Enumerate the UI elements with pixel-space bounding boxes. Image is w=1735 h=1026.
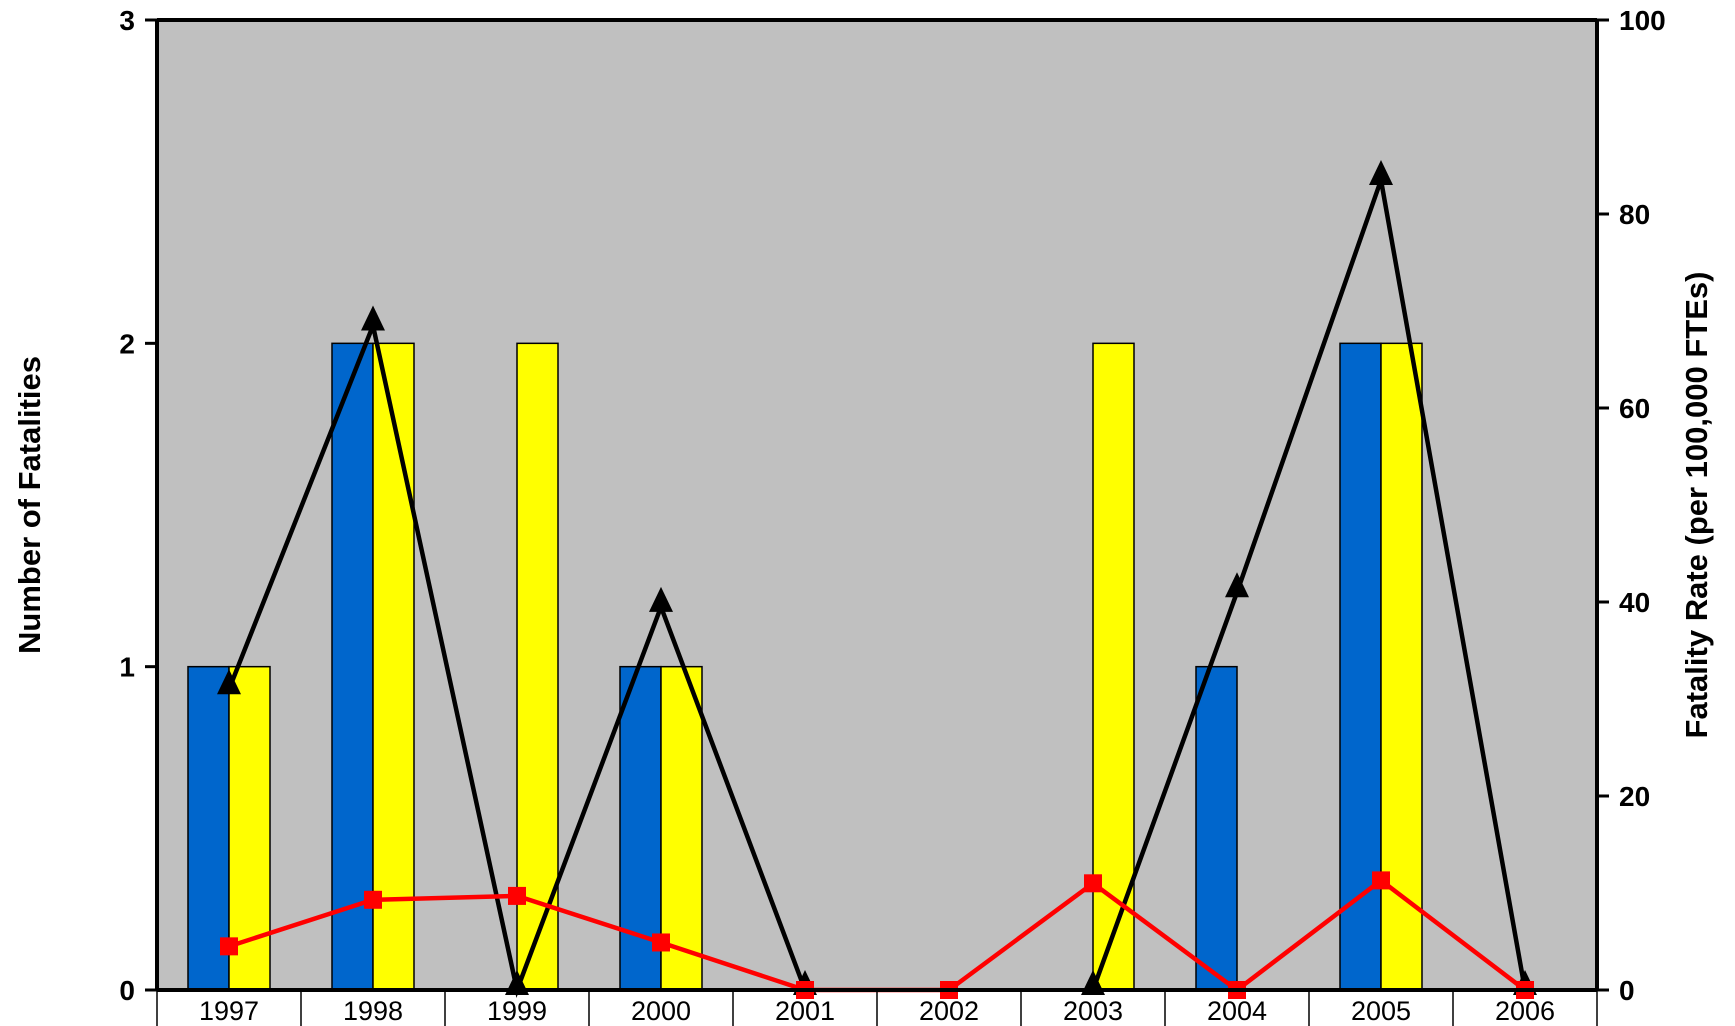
point-red-square-2003 [1084, 874, 1102, 893]
bar-blue-1998 [331, 342, 374, 991]
bar-yellow-2005 [1380, 342, 1423, 991]
x-tick-label-2006: 2006 [1495, 996, 1555, 1026]
point-black-triangle-2005 [1369, 160, 1393, 186]
y-left-tick-label: 1 [119, 652, 135, 683]
x-tick-label-2003: 2003 [1063, 996, 1123, 1026]
bar-blue-1997 [187, 665, 230, 991]
bar-blue-2005 [1339, 342, 1382, 991]
y-right-tick-label: 0 [1619, 975, 1635, 1006]
y-left-tick-label: 0 [119, 975, 135, 1006]
y-left-tick-label: 3 [119, 5, 135, 36]
point-red-square-2005 [1372, 871, 1390, 890]
x-tick-label-1998: 1998 [343, 996, 403, 1026]
point-red-square-1998 [364, 890, 382, 909]
x-tick-label-2002: 2002 [919, 996, 979, 1026]
y-right-tick-label: 60 [1619, 393, 1650, 424]
ticks-layer: 0 1 2 3 0 20 40 60 80 100 1997 1998 1999 2000 2001 2002… [119, 5, 1666, 1026]
y-right-tick-label: 40 [1619, 587, 1650, 618]
point-black-triangle-2000 [649, 586, 673, 612]
point-black-triangle-2004 [1225, 572, 1249, 598]
x-tick-label-2001: 2001 [775, 996, 835, 1026]
y-right-tick-label: 100 [1619, 5, 1666, 36]
x-tick-label-1999: 1999 [487, 996, 547, 1026]
y-axis-right-title: Fatality Rate (per 100,000 FTEs) [1679, 272, 1714, 739]
x-tick-label-2000: 2000 [631, 996, 691, 1026]
bar-yellow-1999 [516, 342, 559, 991]
bar-yellow-1998 [372, 342, 415, 991]
y-right-tick-label: 20 [1619, 781, 1650, 812]
point-black-triangle-1997 [217, 669, 241, 695]
series-line-black-triangle [1090, 171, 1528, 991]
point-red-square-1999 [508, 886, 526, 905]
bars-layer [187, 342, 1423, 991]
y-right-tick-label: 80 [1619, 199, 1650, 230]
point-red-square-1997 [220, 937, 238, 956]
x-tick-label-2004: 2004 [1207, 996, 1267, 1026]
x-tick-label-1997: 1997 [199, 996, 259, 1026]
x-tick-label-2005: 2005 [1351, 996, 1411, 1026]
point-red-square-2000 [652, 933, 670, 952]
y-left-tick-label: 2 [119, 328, 135, 359]
point-black-triangle-1998 [361, 305, 385, 331]
bar-blue-2004 [1195, 665, 1238, 991]
y-axis-left-title: Number of Fatalities [12, 356, 47, 654]
